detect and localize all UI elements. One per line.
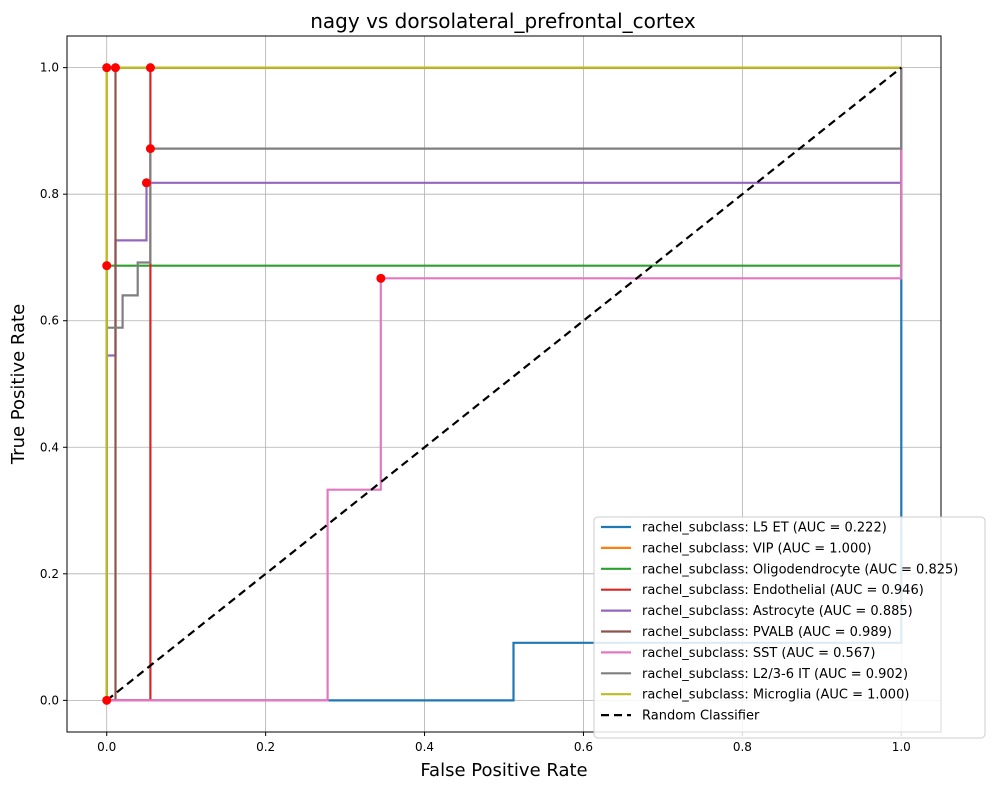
legend-label: rachel_subclass: VIP (AUC = 1.000): [642, 541, 872, 556]
x-tick-label: 0.8: [733, 740, 752, 754]
roc-curve-6: [106, 67, 903, 702]
legend-label: rachel_subclass: L2/3-6 IT (AUC = 0.902): [642, 667, 908, 682]
threshold-point: [145, 144, 155, 154]
x-tick-label: 1.0: [892, 740, 911, 754]
threshold-point: [102, 63, 112, 73]
legend: rachel_subclass: L5 ET (AUC = 0.222) rach…: [593, 516, 986, 739]
x-tick-label: 0.2: [256, 740, 275, 754]
roc-curve-4: [105, 67, 903, 701]
threshold-markers: [102, 63, 386, 705]
axis-ticks: 0.0 0.2 0.4 0.6 0.8 1.0 0.0 0.2 0.4 0.6 0.8 1.0: [40, 61, 911, 754]
x-tick-label: 0.0: [97, 740, 116, 754]
x-axis-label: False Positive Rate: [420, 760, 587, 781]
y-tick-label: 1.0: [40, 61, 59, 75]
threshold-point: [145, 63, 155, 73]
legend-label: rachel_subclass: SST (AUC = 0.567): [642, 646, 875, 661]
legend-label: rachel_subclass: Microglia (AUC = 1.000): [642, 688, 909, 703]
legend-box: [593, 516, 986, 739]
threshold-point: [376, 273, 386, 283]
threshold-point: [141, 178, 151, 188]
legend-label: rachel_subclass: Oligodendrocyte (AUC = …: [642, 562, 958, 577]
y-tick-label: 0.0: [40, 693, 59, 707]
plot-frame: [66, 35, 942, 733]
legend-label: rachel_subclass: L5 ET (AUC = 0.222): [642, 521, 887, 536]
x-tick-label: 0.6: [574, 740, 593, 754]
threshold-point: [102, 261, 112, 271]
legend-label: rachel_subclass: Endothelial (AUC = 0.94…: [642, 583, 924, 598]
chart-title: nagy vs dorsolateral_prefrontal_cortex: [310, 9, 696, 33]
legend-label: Random Classifier: [642, 709, 760, 724]
y-tick-label: 0.2: [40, 567, 59, 581]
threshold-point: [102, 695, 112, 705]
roc-curve-7: [105, 67, 903, 701]
y-tick-label: 0.8: [40, 187, 59, 201]
x-tick-label: 0.4: [415, 740, 434, 754]
y-tick-label: 0.4: [40, 440, 59, 454]
y-tick-label: 0.6: [40, 314, 59, 328]
y-axis-label: True Positive Rate: [8, 304, 29, 465]
roc-curve-0: [106, 67, 903, 702]
legend-label: rachel_subclass: PVALB (AUC = 0.989): [642, 625, 892, 640]
legend-label: rachel_subclass: Astrocyte (AUC = 0.885): [642, 604, 913, 619]
threshold-point: [110, 63, 120, 73]
roc-curve-9: [106, 66, 902, 702]
